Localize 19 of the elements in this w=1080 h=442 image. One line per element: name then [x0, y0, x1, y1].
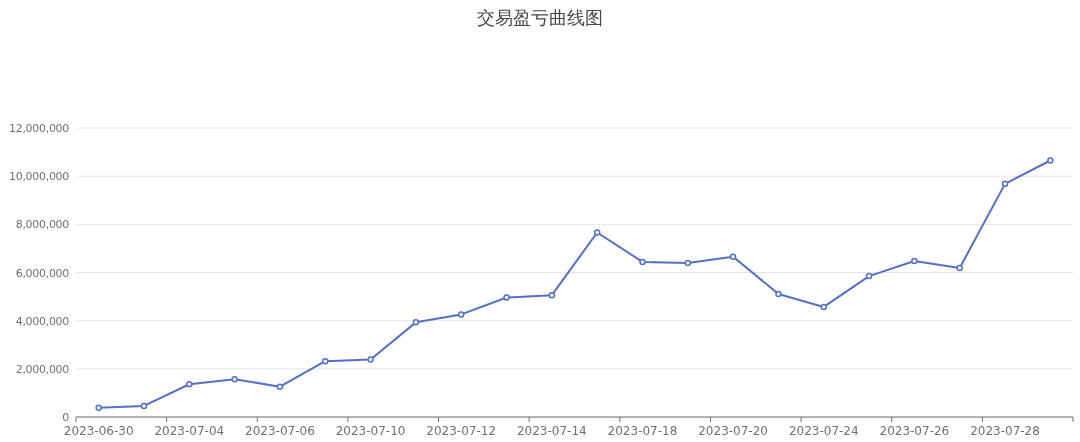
- y-tick-label: 0: [62, 411, 70, 424]
- x-tick-label: 2023-06-30: [63, 424, 134, 438]
- y-tick-label: 2,000,000: [15, 362, 70, 376]
- y-tick-label: 10,000,000: [9, 170, 70, 184]
- x-tick-label: 2023-07-18: [607, 424, 678, 438]
- y-tick-label: 4,000,000: [15, 314, 70, 328]
- y-tick-label: 8,000,000: [15, 218, 70, 232]
- y-tick-label: 6,000,000: [15, 266, 70, 280]
- x-tick-label: 2023-07-26: [879, 424, 950, 438]
- y-tick-label: 12,000,000: [9, 122, 70, 135]
- x-tick-label: 2023-07-04: [154, 424, 225, 438]
- x-tick-label: 2023-07-28: [970, 424, 1040, 438]
- x-tick-label: 2023-07-24: [788, 424, 859, 438]
- x-tick-label: 2023-07-12: [426, 424, 497, 438]
- x-tick-label: 2023-07-06: [245, 424, 315, 438]
- x-tick-label: 2023-07-10: [335, 424, 406, 438]
- x-tick-label: 2023-07-14: [516, 424, 587, 438]
- x-tick-label: 2023-07-20: [698, 424, 768, 438]
- chart-title: 交易盈亏曲线图: [477, 7, 603, 28]
